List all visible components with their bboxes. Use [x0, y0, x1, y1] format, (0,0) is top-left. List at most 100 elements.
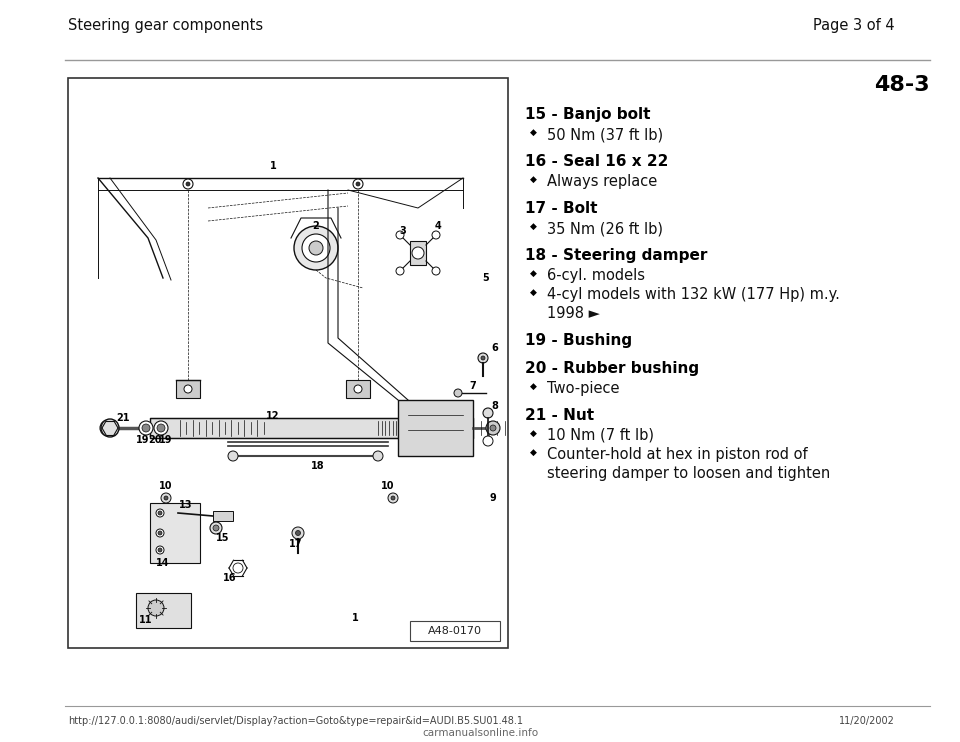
Circle shape [483, 408, 493, 418]
Text: carmanualsonline.info: carmanualsonline.info [422, 728, 538, 738]
Bar [136, 593, 191, 628]
Circle shape [454, 389, 462, 397]
Text: 17: 17 [289, 539, 302, 549]
Bar [150, 418, 473, 438]
Text: 16: 16 [224, 573, 237, 583]
Bar [410, 621, 500, 641]
Text: 4-cyl models with 132 kW (177 Hp) m.y.: 4-cyl models with 132 kW (177 Hp) m.y. [547, 287, 840, 302]
Text: 10: 10 [159, 481, 173, 491]
Circle shape [388, 493, 398, 503]
Text: ◆: ◆ [530, 269, 537, 278]
Circle shape [104, 424, 112, 432]
Circle shape [309, 241, 323, 255]
Circle shape [356, 182, 360, 186]
Circle shape [233, 563, 243, 573]
Text: 1: 1 [270, 161, 276, 171]
Circle shape [432, 231, 440, 239]
Text: Page 3 of 4: Page 3 of 4 [813, 18, 895, 33]
Bar [68, 78, 508, 648]
Text: A48-0170: A48-0170 [428, 626, 482, 636]
Circle shape [432, 267, 440, 275]
Text: 6-cyl. models: 6-cyl. models [547, 268, 645, 283]
Text: 18: 18 [311, 461, 324, 471]
Circle shape [228, 451, 238, 461]
Circle shape [486, 421, 500, 435]
Circle shape [156, 529, 164, 537]
Text: Counter-hold at hex in piston rod of: Counter-hold at hex in piston rod of [547, 447, 807, 462]
Circle shape [296, 531, 300, 536]
Text: 9: 9 [490, 493, 496, 503]
Text: http://127.0.0.1:8080/audi/servlet/Display?action=Goto&type=repair&id=AUDI.B5.SU: http://127.0.0.1:8080/audi/servlet/Displ… [68, 716, 523, 726]
Circle shape [164, 496, 168, 500]
Text: 16 - Seal 16 x 22: 16 - Seal 16 x 22 [525, 154, 668, 169]
Circle shape [156, 546, 164, 554]
Text: 20: 20 [148, 435, 161, 445]
Circle shape [391, 496, 395, 500]
Text: 19: 19 [159, 435, 173, 445]
Text: ◆: ◆ [530, 128, 537, 137]
Circle shape [148, 600, 164, 616]
Text: 21: 21 [116, 413, 130, 423]
Bar [213, 511, 233, 521]
Circle shape [396, 267, 404, 275]
Text: steering damper to loosen and tighten: steering damper to loosen and tighten [547, 466, 830, 481]
Circle shape [353, 179, 363, 189]
Circle shape [161, 493, 171, 503]
Text: 11/20/2002: 11/20/2002 [839, 716, 895, 726]
Text: 11: 11 [139, 615, 153, 625]
Circle shape [294, 226, 338, 270]
Text: ◆: ◆ [530, 382, 537, 391]
Bar [410, 241, 426, 265]
Text: 1998 ►: 1998 ► [547, 306, 600, 321]
Circle shape [490, 425, 496, 431]
Text: 1: 1 [351, 613, 358, 623]
Text: ◆: ◆ [530, 429, 537, 438]
Circle shape [481, 356, 485, 360]
Text: Two-piece: Two-piece [547, 381, 619, 396]
Circle shape [158, 548, 162, 552]
Text: 21 - Nut: 21 - Nut [525, 408, 594, 423]
Text: 50 Nm (37 ft lb): 50 Nm (37 ft lb) [547, 127, 663, 142]
Circle shape [101, 419, 119, 437]
Text: 10: 10 [381, 481, 395, 491]
Text: 5: 5 [483, 273, 490, 283]
Circle shape [142, 424, 150, 432]
Circle shape [186, 182, 190, 186]
Circle shape [412, 247, 424, 259]
Bar [150, 503, 200, 563]
Circle shape [354, 385, 362, 393]
Circle shape [157, 424, 165, 432]
Text: 20 - Rubber bushing: 20 - Rubber bushing [525, 361, 699, 376]
Text: ◆: ◆ [530, 288, 537, 297]
Circle shape [210, 522, 222, 534]
Text: 13: 13 [180, 500, 193, 510]
Text: 3: 3 [399, 226, 406, 236]
Circle shape [139, 421, 153, 435]
Text: Steering gear components: Steering gear components [68, 18, 263, 33]
Text: 48-3: 48-3 [875, 75, 930, 95]
Text: ◆: ◆ [530, 222, 537, 231]
Text: 18 - Steering damper: 18 - Steering damper [525, 248, 708, 263]
Text: 14: 14 [156, 558, 170, 568]
Text: 10 Nm (7 ft lb): 10 Nm (7 ft lb) [547, 428, 654, 443]
Text: 4: 4 [435, 221, 442, 231]
Bar [346, 380, 370, 398]
Circle shape [483, 436, 493, 446]
Text: 2: 2 [313, 221, 320, 231]
Circle shape [100, 420, 116, 436]
Text: 19 - Bushing: 19 - Bushing [525, 333, 632, 348]
Text: 6: 6 [492, 343, 498, 353]
Text: ◆: ◆ [530, 448, 537, 457]
Circle shape [373, 451, 383, 461]
Text: 8: 8 [492, 401, 498, 411]
Circle shape [156, 509, 164, 517]
Circle shape [292, 527, 304, 539]
Circle shape [396, 231, 404, 239]
Text: 35 Nm (26 ft lb): 35 Nm (26 ft lb) [547, 221, 663, 236]
Bar [176, 380, 200, 398]
Circle shape [213, 525, 219, 531]
Circle shape [184, 385, 192, 393]
Circle shape [158, 511, 162, 515]
Circle shape [154, 421, 168, 435]
Circle shape [478, 353, 488, 363]
